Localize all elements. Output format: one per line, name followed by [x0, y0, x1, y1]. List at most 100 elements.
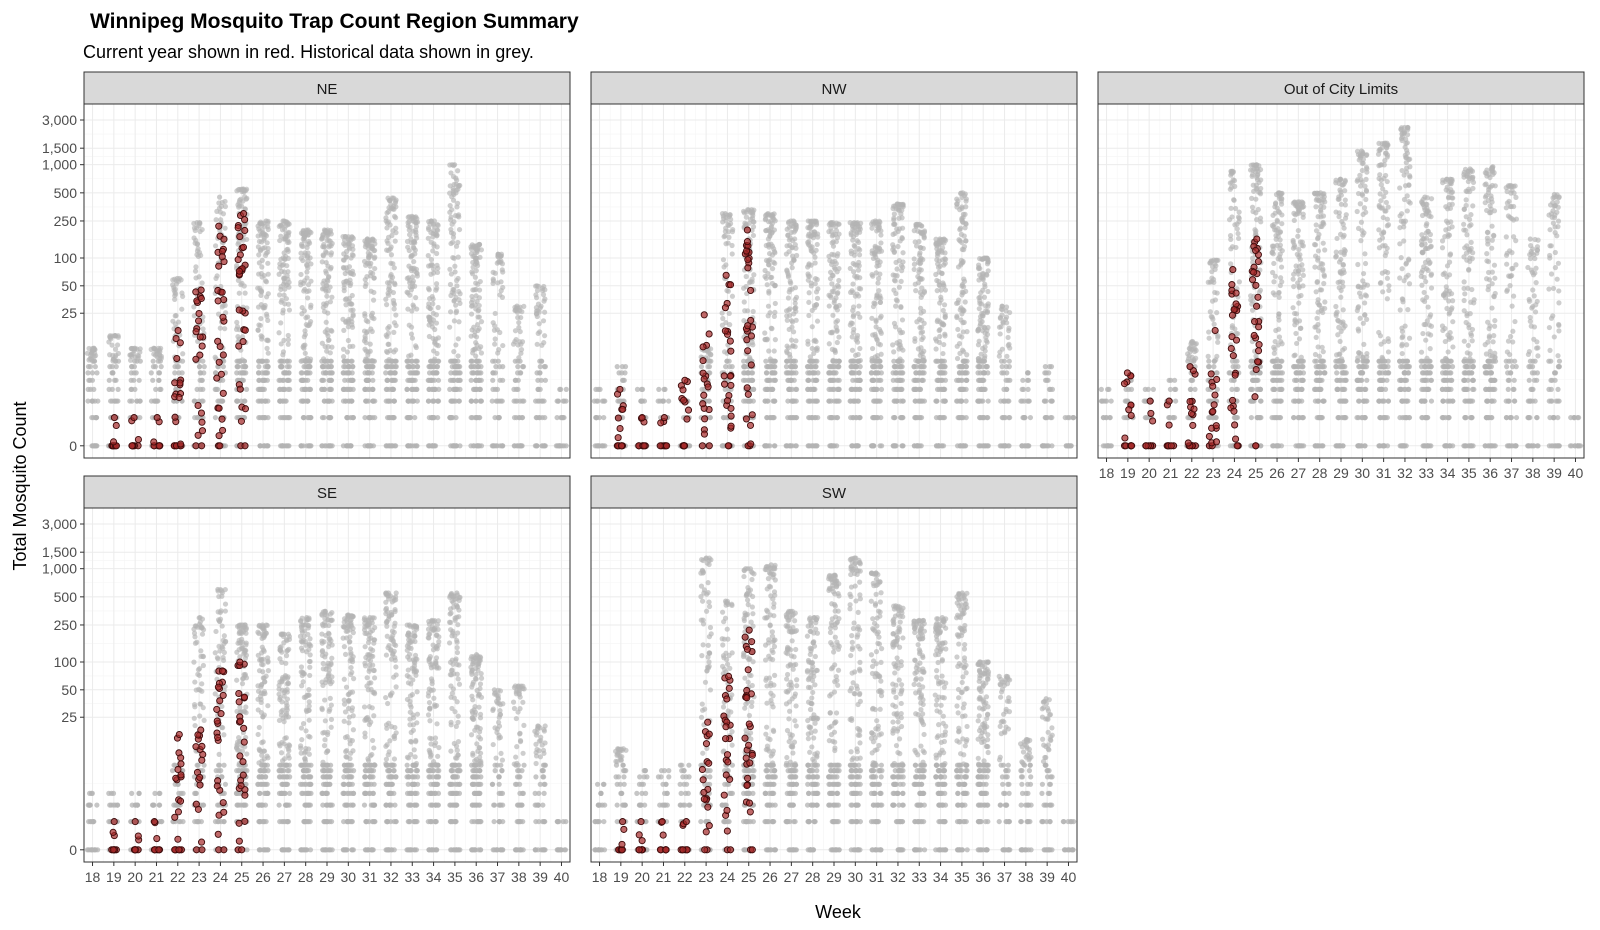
historical-point: [340, 398, 347, 404]
historical-point: [180, 351, 186, 357]
historical-point: [1006, 358, 1012, 364]
historical-point: [954, 313, 960, 319]
current-year-point: [173, 354, 181, 363]
historical-point: [408, 254, 414, 260]
historical-point: [328, 386, 334, 392]
historical-point: [328, 377, 334, 383]
historical-point: [200, 398, 206, 404]
historical-point: [308, 278, 314, 284]
historical-point: [364, 236, 371, 242]
historical-point: [429, 262, 436, 268]
current-year-point: [237, 417, 245, 425]
historical-point: [299, 243, 305, 249]
historical-point: [900, 202, 906, 208]
historical-point: [857, 314, 863, 320]
historical-point: [513, 386, 519, 392]
historical-point: [412, 283, 418, 289]
historical-point: [921, 289, 927, 296]
historical-point: [473, 414, 480, 421]
historical-point: [933, 338, 940, 344]
historical-point: [982, 348, 988, 354]
historical-point: [493, 398, 499, 404]
historical-point: [705, 364, 711, 370]
historical-point: [92, 364, 98, 370]
historical-point: [891, 215, 897, 221]
historical-point: [917, 370, 923, 376]
historical-point: [89, 414, 95, 421]
historical-point: [414, 398, 420, 404]
historical-point: [1003, 304, 1010, 310]
historical-point: [826, 414, 833, 421]
historical-point: [386, 205, 392, 211]
historical-point: [219, 199, 225, 206]
historical-point: [911, 386, 917, 392]
historical-point: [193, 275, 199, 281]
historical-point: [917, 250, 923, 256]
historical-point: [874, 293, 880, 299]
historical-point: [534, 341, 540, 347]
historical-point: [814, 345, 820, 351]
historical-point: [492, 310, 498, 317]
historical-point: [436, 386, 442, 392]
historical-point: [920, 377, 926, 383]
historical-point: [661, 386, 667, 392]
historical-point: [393, 204, 399, 210]
historical-point: [960, 443, 966, 449]
historical-point: [276, 377, 282, 383]
historical-point: [109, 386, 115, 392]
historical-point: [456, 226, 463, 233]
historical-point: [263, 218, 269, 224]
historical-point: [349, 243, 356, 249]
current-year-point: [176, 339, 184, 347]
historical-point: [876, 275, 882, 282]
historical-point: [367, 443, 374, 449]
historical-point: [136, 377, 142, 383]
historical-point: [282, 226, 288, 232]
historical-point: [306, 414, 312, 421]
historical-point: [539, 342, 545, 348]
historical-point: [256, 322, 262, 328]
historical-point: [666, 398, 672, 404]
historical-point: [934, 358, 940, 364]
historical-point: [848, 386, 855, 392]
historical-point: [364, 274, 370, 280]
historical-point: [975, 328, 981, 334]
historical-point: [475, 281, 481, 287]
historical-point: [985, 398, 991, 404]
historical-point: [327, 299, 334, 305]
historical-point: [936, 327, 942, 334]
historical-point: [234, 319, 240, 326]
historical-point: [319, 377, 325, 383]
historical-point: [939, 320, 946, 326]
historical-point: [363, 330, 370, 336]
historical-point: [492, 270, 498, 276]
historical-point: [848, 364, 855, 370]
historical-point: [921, 364, 927, 370]
historical-point: [958, 262, 964, 268]
historical-point: [327, 266, 334, 272]
historical-point: [1003, 377, 1009, 383]
historical-point: [921, 234, 927, 240]
historical-point: [772, 218, 778, 224]
historical-point: [473, 398, 479, 404]
historical-point: [263, 252, 269, 259]
historical-point: [1025, 386, 1031, 392]
historical-point: [432, 356, 438, 362]
historical-point: [899, 329, 906, 336]
historical-point: [721, 349, 728, 355]
historical-point: [892, 443, 898, 449]
historical-point: [455, 353, 461, 359]
historical-point: [751, 272, 757, 278]
historical-point: [197, 228, 203, 235]
historical-point: [413, 343, 419, 349]
historical-point: [192, 268, 199, 274]
historical-point: [935, 317, 941, 323]
historical-point: [435, 304, 441, 311]
historical-point: [553, 443, 559, 449]
historical-point: [384, 225, 390, 231]
historical-point: [811, 398, 818, 404]
historical-point: [324, 293, 330, 299]
historical-point: [533, 443, 539, 449]
historical-point: [900, 250, 906, 256]
